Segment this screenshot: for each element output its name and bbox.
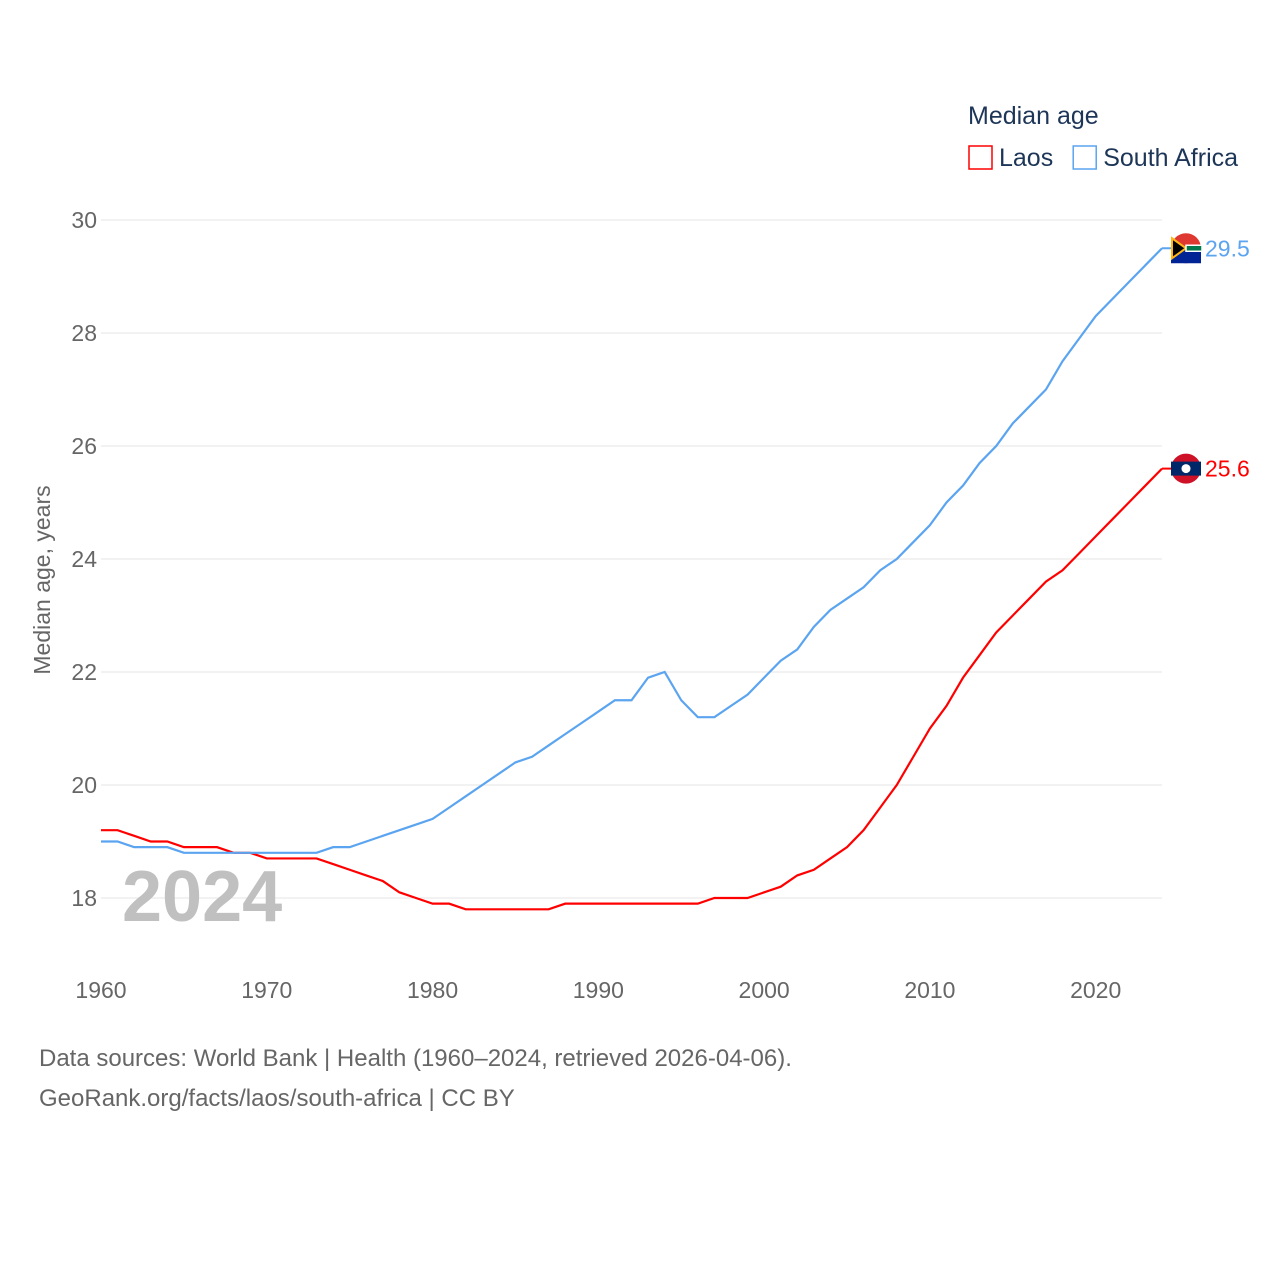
y-tick-label: 22 [71,659,97,685]
series-line-laos [101,467,1163,911]
legend-item[interactable]: South Africa [1103,144,1238,172]
sa-flag-band [1185,244,1203,252]
x-tick-label: 1960 [75,977,126,1003]
legend-title: Median age [968,102,1099,130]
sa-flag-triangle [1171,236,1188,261]
x-tick-label: 2000 [739,977,790,1003]
laos-flag-disc [1181,464,1191,474]
y-tick-label: 18 [71,885,97,911]
legend-swatch [1072,145,1097,170]
legend-swatch [968,145,993,170]
year-label: 2024 [122,857,282,937]
series-line-south-africa [101,247,1163,854]
y-axis-label: Median age, years [29,485,55,674]
y-tick-label: 26 [71,433,97,459]
x-tick-label: 2010 [904,977,955,1003]
y-tick-label: 30 [71,207,97,233]
legend-item[interactable]: Laos [999,144,1053,172]
data-sources: Data sources: World Bank | Health (1960–… [39,1045,792,1072]
x-tick-label: 1990 [573,977,624,1003]
end-value-label: 25.6 [1205,456,1250,482]
x-tick-label: 2020 [1070,977,1121,1003]
x-tick-label: 1980 [407,977,458,1003]
y-tick-label: 20 [71,772,97,798]
x-tick-label: 1970 [241,977,292,1003]
y-tick-label: 28 [71,320,97,346]
source-link[interactable]: GeoRank.org/facts/laos/south-africa | CC… [39,1085,515,1112]
y-tick-label: 24 [71,546,97,572]
end-value-label: 29.5 [1205,235,1250,261]
